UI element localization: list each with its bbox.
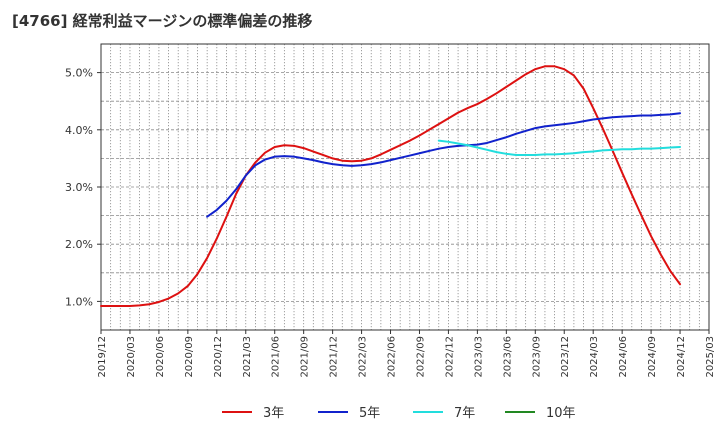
x-tick-label: 2022/12: [444, 336, 455, 378]
x-tick-label: 2020/12: [213, 336, 224, 378]
x-tick-label: 2019/12: [97, 336, 108, 378]
x-tick-label: 2022/06: [387, 336, 398, 378]
x-tick-label: 2020/09: [184, 336, 195, 378]
chart-title: [4766] 経常利益マージンの標準偏差の推移: [12, 12, 313, 30]
x-tick-label: 2025/03: [705, 336, 716, 378]
ticks-layer: 1.0% 2.0% 3.0% 4.0% 5.0% 2019/12 2020/03 2020/0…: [65, 67, 716, 378]
x-tick-label: 2024/06: [618, 336, 629, 378]
x-tick-label: 2022/09: [415, 336, 426, 378]
x-tick-label: 2021/09: [300, 336, 311, 378]
x-tick-label: 2023/03: [473, 336, 484, 378]
y-tick-label: 4.0%: [65, 124, 93, 137]
x-tick-label: 2021/06: [271, 336, 282, 378]
legend-label-2: 5年: [359, 406, 380, 421]
legend-label-1: 3年: [263, 406, 284, 421]
y-tick-label: 1.0%: [65, 295, 93, 308]
x-tick-label: 2021/12: [329, 336, 340, 378]
x-tick-label: 2024/03: [589, 336, 600, 378]
x-tick-label: 2024/09: [647, 336, 658, 378]
y-tick-label: 5.0%: [65, 67, 93, 80]
legend-label-3: 7年: [454, 406, 475, 421]
x-tick-label: 2021/03: [242, 336, 253, 378]
series-line-2: [206, 112, 682, 218]
grid-layer: [100, 43, 710, 331]
x-tick-label: 2023/09: [531, 336, 542, 378]
legend-label-4: 10年: [546, 406, 576, 421]
y-tick-label: 3.0%: [65, 181, 93, 194]
series-line-3: [437, 139, 682, 156]
y-tick-label: 2.0%: [65, 238, 93, 251]
legend: 3年 5年 7年 10年: [222, 406, 576, 421]
x-tick-label: 2020/03: [126, 336, 137, 378]
x-tick-label: 2020/06: [155, 336, 166, 378]
series-layer: [100, 65, 682, 307]
x-tick-label: 2024/12: [676, 336, 687, 378]
x-tick-label: 2023/06: [502, 336, 513, 378]
series-line-1: [100, 65, 682, 307]
x-tick-label: 2022/03: [358, 336, 369, 378]
x-tick-label: 2023/12: [560, 336, 571, 378]
